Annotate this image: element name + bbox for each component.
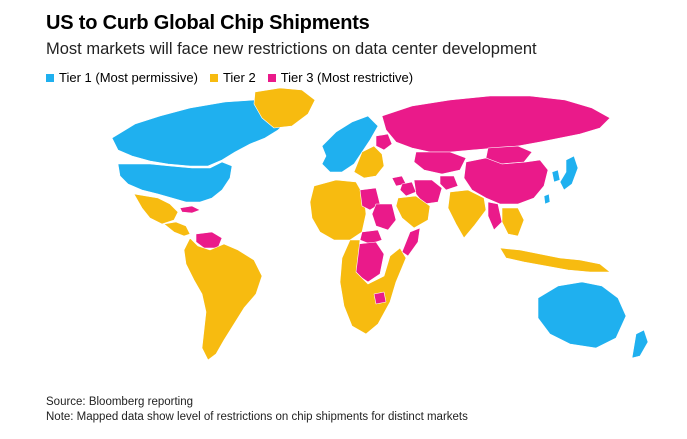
region-venezuela <box>195 231 223 249</box>
region-canada <box>111 99 291 167</box>
legend: Tier 1 (Most permissive) Tier 2 Tier 3 (… <box>46 70 425 85</box>
legend-item-tier-3: Tier 3 (Most restrictive) <box>267 70 414 85</box>
region-south-korea <box>551 169 561 183</box>
legend-swatch-tier-2 <box>209 73 218 82</box>
legend-label-tier-3: Tier 3 (Most restrictive) <box>280 70 414 85</box>
region-south-america <box>183 237 263 361</box>
chart-title: US to Curb Global Chip Shipments <box>46 12 370 34</box>
region-indonesia <box>499 247 611 273</box>
world-map <box>40 86 670 376</box>
region-new-zealand <box>631 329 649 359</box>
region-zimbabwe <box>373 291 387 305</box>
region-australia <box>537 281 627 349</box>
region-somalia <box>401 227 421 257</box>
legend-label-tier-1: Tier 1 (Most permissive) <box>59 70 198 85</box>
world-map-svg <box>111 87 649 361</box>
chart-subtitle: Most markets will face new restrictions … <box>46 40 537 58</box>
legend-label-tier-2: Tier 2 <box>222 70 256 85</box>
region-russia <box>381 95 611 153</box>
legend-swatch-tier-3 <box>267 73 276 82</box>
region-kazakhstan <box>413 151 467 175</box>
region-southeast-asia <box>501 207 525 237</box>
region-southern-africa <box>339 239 407 335</box>
note-text: Note: Mapped data show level of restrict… <box>46 411 468 423</box>
region-japan <box>559 155 579 191</box>
region-north-africa <box>309 179 367 241</box>
source-text: Source: Bloomberg reporting <box>46 396 194 408</box>
region-iran <box>413 179 443 205</box>
region-belarus <box>375 133 393 151</box>
region-china <box>463 157 549 205</box>
region-central-african-republic <box>359 229 383 245</box>
region-taiwan <box>543 193 551 205</box>
region-eastern-europe <box>353 145 385 179</box>
region-iraq <box>399 181 417 197</box>
region-saudi-arabia <box>395 195 431 229</box>
legend-swatch-tier-1 <box>46 73 54 82</box>
region-sudan <box>371 203 397 231</box>
region-india <box>447 189 487 239</box>
legend-item-tier-2: Tier 2 <box>209 70 256 85</box>
legend-item-tier-1: Tier 1 (Most permissive) <box>46 70 198 85</box>
region-united-states <box>117 161 233 203</box>
region-afghanistan <box>439 175 459 191</box>
region-myanmar <box>487 201 503 231</box>
region-cuba <box>179 205 201 214</box>
region-greenland <box>253 87 316 129</box>
region-mexico <box>133 193 179 225</box>
region-central-america <box>163 221 191 237</box>
